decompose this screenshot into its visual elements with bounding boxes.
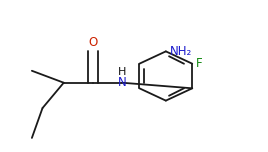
Text: NH₂: NH₂ [170, 45, 192, 58]
Text: F: F [196, 57, 203, 70]
Text: H: H [118, 67, 126, 77]
Text: O: O [88, 36, 98, 49]
Text: N: N [118, 76, 126, 89]
